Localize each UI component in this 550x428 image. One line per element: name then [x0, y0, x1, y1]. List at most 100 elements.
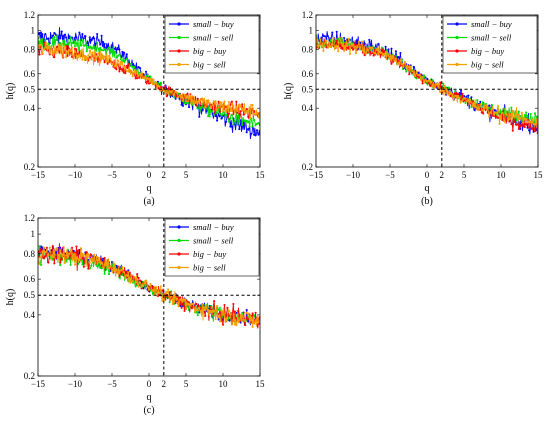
data-point — [146, 77, 149, 80]
data-point — [198, 102, 201, 105]
data-point — [486, 105, 489, 108]
data-point — [245, 119, 248, 122]
data-point — [337, 50, 340, 53]
data-point — [59, 45, 62, 48]
data-point — [241, 315, 244, 318]
data-point — [380, 51, 383, 54]
data-point — [213, 309, 216, 312]
y-tick-label: 0.8 — [302, 44, 314, 54]
data-point — [107, 266, 111, 270]
data-point — [385, 49, 389, 52]
legend-label: small − sell — [193, 33, 234, 43]
data-point — [87, 54, 90, 57]
y-tick-label: 1 — [31, 25, 36, 35]
data-point — [529, 112, 532, 116]
data-point — [149, 75, 152, 78]
data-point — [224, 120, 228, 123]
data-point — [391, 57, 395, 60]
y-tick-label: 1.2 — [24, 10, 35, 20]
data-point — [531, 118, 534, 121]
data-point — [87, 44, 90, 47]
data-point — [183, 93, 186, 96]
data-point — [190, 95, 193, 98]
data-point — [483, 107, 486, 110]
y-tick-label: 0.6 — [24, 274, 36, 284]
data-point — [354, 52, 358, 55]
data-point — [161, 289, 164, 292]
data-point — [363, 51, 366, 54]
data-point — [238, 112, 241, 115]
data-point — [54, 249, 57, 252]
y-tick-label: 0.8 — [24, 249, 36, 259]
data-point — [363, 54, 366, 57]
data-point — [381, 48, 384, 51]
data-point — [250, 103, 253, 107]
data-point — [390, 59, 393, 62]
data-point — [491, 107, 494, 110]
data-point — [449, 92, 452, 95]
data-point — [255, 317, 259, 320]
data-point — [525, 123, 528, 126]
x-axis-label: q — [147, 392, 152, 403]
data-point — [196, 309, 199, 312]
data-point — [183, 309, 186, 312]
data-point — [442, 82, 445, 85]
x-axis-label: q — [147, 183, 152, 194]
data-point — [155, 285, 158, 289]
data-point — [69, 250, 72, 253]
data-point — [454, 94, 457, 98]
legend-item: small − sell — [169, 236, 234, 246]
data-point — [76, 56, 80, 59]
data-point — [230, 125, 233, 128]
data-point — [420, 78, 423, 82]
data-point — [207, 99, 210, 102]
data-point — [214, 100, 217, 103]
data-point — [217, 308, 220, 311]
data-point — [102, 266, 105, 269]
data-point — [47, 45, 50, 48]
data-point — [72, 57, 75, 60]
data-point — [146, 286, 149, 289]
data-point — [351, 43, 355, 46]
data-point — [528, 129, 531, 132]
data-point — [91, 47, 94, 50]
x-tick-label: −5 — [107, 170, 117, 180]
data-point — [204, 309, 207, 312]
data-point — [93, 253, 96, 256]
data-point — [517, 110, 520, 113]
data-point — [187, 96, 191, 99]
data-point — [196, 100, 199, 104]
data-point — [44, 33, 47, 36]
data-point — [81, 40, 84, 43]
data-point — [229, 313, 232, 316]
data-point — [121, 69, 124, 72]
data-point — [107, 273, 111, 276]
y-tick-label: 0.6 — [302, 69, 314, 79]
series-big-sell — [316, 36, 538, 127]
data-point — [510, 113, 513, 116]
data-point — [257, 321, 260, 324]
data-point — [218, 320, 222, 323]
data-point — [427, 82, 430, 85]
data-point — [253, 112, 256, 115]
y-tick-label: 0.4 — [302, 103, 314, 113]
data-point — [448, 87, 451, 90]
data-point — [59, 249, 62, 252]
data-point — [164, 292, 167, 295]
data-point — [482, 109, 485, 112]
data-point — [42, 257, 45, 260]
data-point — [38, 245, 41, 248]
data-point — [70, 42, 74, 45]
data-point — [118, 275, 121, 278]
data-point — [127, 269, 130, 272]
data-point — [204, 314, 207, 318]
data-point — [81, 33, 84, 36]
data-point — [325, 39, 328, 42]
data-point — [162, 88, 165, 92]
data-point — [164, 298, 167, 301]
data-point — [161, 299, 164, 302]
data-point — [94, 58, 97, 61]
data-point — [38, 40, 41, 43]
data-point — [165, 291, 168, 294]
x-tick-label: 5 — [462, 170, 467, 180]
